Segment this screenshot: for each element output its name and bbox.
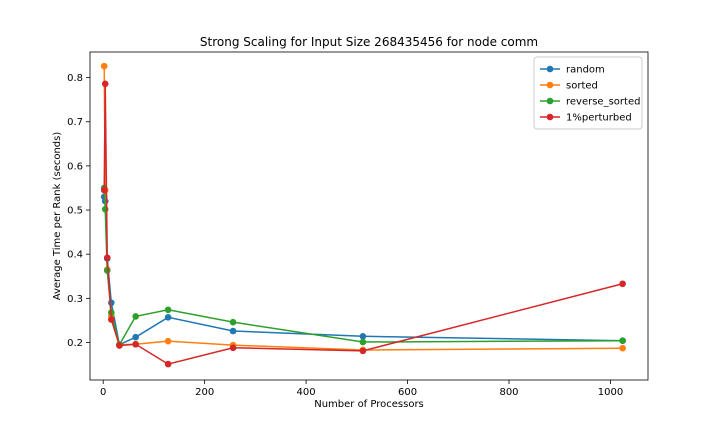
legend-swatch-marker (546, 81, 554, 89)
data-point (132, 333, 139, 341)
y-tick-label: 0.2 (67, 338, 83, 349)
data-point (101, 80, 109, 88)
data-point (132, 313, 139, 320)
legend-label: sorted (566, 81, 598, 92)
data-point (103, 254, 111, 262)
data-point (359, 332, 367, 340)
series-line (103, 83, 623, 365)
legend: random sorted reverse_sorted 1%perturbed (533, 56, 643, 130)
data-point (229, 318, 237, 326)
data-point (164, 337, 172, 345)
series-line (103, 196, 623, 346)
data-point (164, 306, 172, 314)
series-line (103, 187, 623, 347)
x-tick-label: 400 (297, 387, 316, 398)
data-point (229, 344, 237, 352)
data-point (619, 344, 626, 352)
y-tick-label: 0.7 (67, 117, 83, 128)
data-point (164, 314, 172, 321)
series-reverse_sorted (100, 184, 626, 348)
chart-title: Strong Scaling for Input Size 268435456 … (200, 35, 538, 49)
data-point (100, 186, 108, 194)
legend-label: 1%perturbed (566, 113, 632, 124)
x-tick-label: 800 (499, 387, 518, 398)
plot-area: 0 200 400 600 800 1000 0.2 0.3 0.4 0.5 0.6 0.7 0.8 (67, 51, 649, 398)
data-point (359, 347, 367, 355)
data-point (101, 205, 109, 213)
x-tick-label: 600 (398, 387, 417, 398)
series-1%perturbed (100, 80, 626, 368)
data-point (229, 327, 237, 335)
data-point (116, 342, 123, 349)
legend-label: reverse_sorted (566, 97, 640, 108)
data-point (619, 337, 626, 345)
x-tick-label: 200 (195, 387, 214, 398)
x-tick-label: 0 (100, 387, 106, 398)
y-tick-label: 0.8 (67, 73, 83, 84)
x-tick-label: 1000 (598, 387, 623, 398)
x-axis-label: Number of Processors (314, 399, 424, 410)
data-point (359, 338, 367, 346)
axes-frame (89, 51, 649, 381)
y-tick-label: 0.4 (67, 250, 83, 261)
data-point (100, 62, 108, 70)
y-tick-label: 0.3 (67, 294, 83, 305)
legend-label: random (566, 65, 605, 76)
y-tick-label: 0.5 (67, 206, 83, 217)
legend-swatch-marker (546, 65, 554, 73)
data-point (132, 340, 139, 348)
data-point (108, 316, 115, 323)
y-tick-label: 0.6 (67, 161, 83, 172)
legend-box (533, 56, 643, 130)
legend-swatch-marker (546, 113, 554, 121)
series-random (100, 193, 626, 348)
legend-swatch-marker (546, 97, 554, 105)
data-point (164, 360, 172, 368)
data-point (619, 280, 626, 288)
y-axis-label: Average Time per Rank (seconds) (52, 132, 63, 301)
